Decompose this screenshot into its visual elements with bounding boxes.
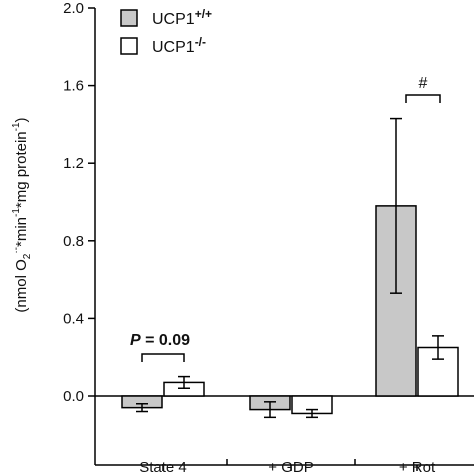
y-tick-label: 0.8 bbox=[63, 233, 84, 250]
y-tick-label: 2.0 bbox=[63, 0, 84, 17]
p-value-label: P = 0.09 bbox=[130, 332, 190, 349]
y-axis-label: (nmol O2·-*min-1*mg protein-1) bbox=[11, 117, 33, 312]
legend-swatch bbox=[120, 37, 138, 55]
significance-bracket bbox=[405, 94, 441, 103]
x-tick-label: + Rot bbox=[399, 459, 436, 474]
significance-marker: # bbox=[419, 75, 428, 92]
legend-label: UCP1-/- bbox=[152, 35, 206, 56]
y-tick-label: 1.6 bbox=[63, 78, 84, 95]
significance-bracket bbox=[141, 353, 185, 362]
x-tick-label: State 4 bbox=[139, 459, 187, 474]
y-axis: 2.0 1.6 1.2 0.8 0.4 0.0 bbox=[63, 0, 96, 465]
legend-swatch bbox=[120, 9, 138, 27]
legend-label: UCP1+/+ bbox=[152, 7, 212, 28]
y-tick-label: 0.0 bbox=[63, 388, 84, 405]
x-tick-label: + GDP bbox=[268, 459, 313, 474]
bar bbox=[375, 205, 417, 397]
y-tick-label: 1.2 bbox=[63, 155, 84, 172]
y-tick-label: 0.4 bbox=[63, 310, 84, 327]
legend: UCP1+/+ UCP1-/- bbox=[120, 7, 212, 56]
